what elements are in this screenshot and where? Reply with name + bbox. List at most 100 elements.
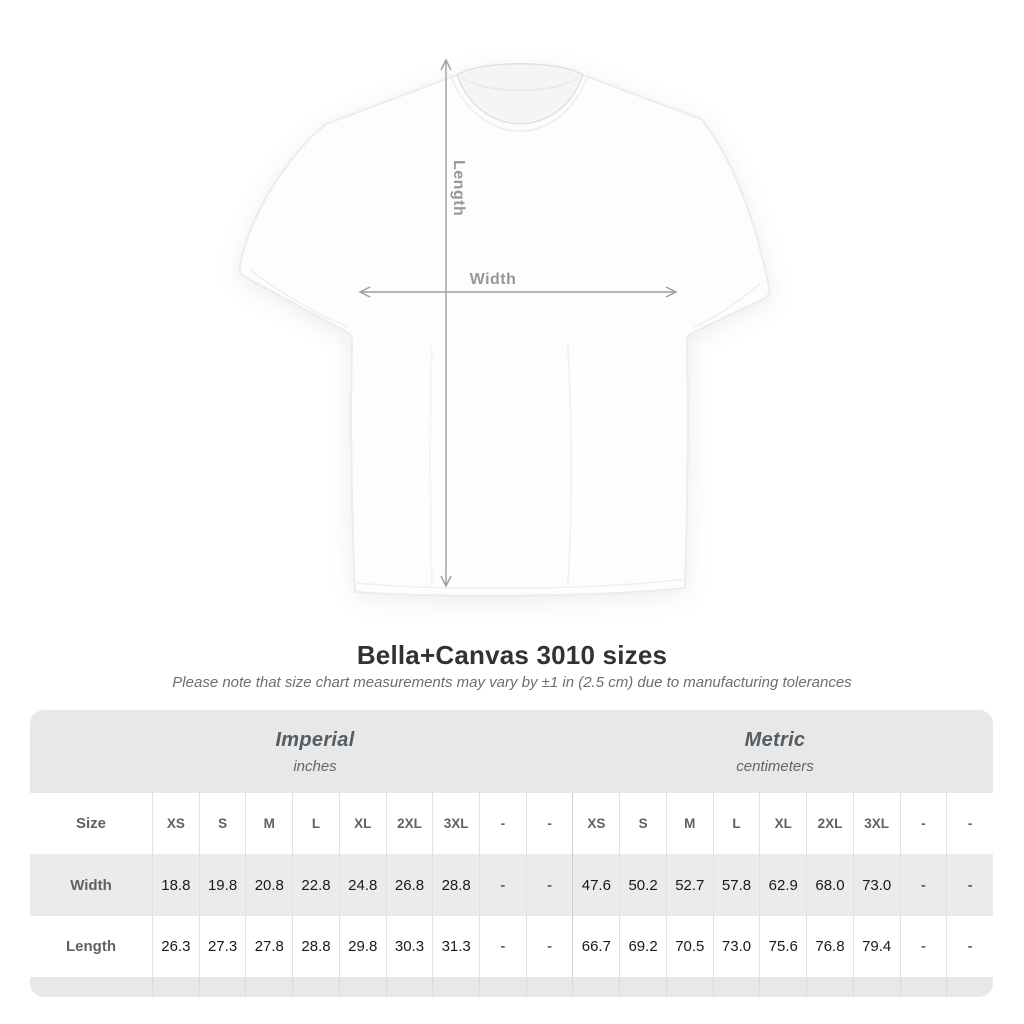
footer-cell	[572, 977, 619, 997]
footer-cell	[198, 977, 246, 997]
metric-unit-header: Metric centimeters	[736, 729, 814, 775]
length-value: 75.6	[759, 916, 806, 977]
size-column-header: Size	[75, 815, 106, 832]
size-option: XS	[152, 793, 199, 854]
collar-seam	[449, 73, 589, 132]
width-arrow	[358, 286, 678, 298]
size-option: XL	[338, 793, 386, 854]
size-option: 3XL	[852, 793, 900, 854]
footer-cell	[619, 977, 666, 997]
width-value: 20.8	[245, 854, 292, 916]
size-option: M	[245, 793, 292, 854]
footer-cell	[432, 977, 479, 997]
width-value: 50.2	[619, 854, 666, 916]
width-value: 28.8	[432, 854, 479, 916]
footer-cell	[245, 977, 292, 997]
size-option: XS	[572, 793, 619, 854]
metric-label: Metric	[744, 728, 806, 751]
length-row: Length 26.3 27.3 27.8 28.8 29.8 30.3 31.…	[30, 916, 993, 977]
width-dimension-label: Width	[470, 271, 517, 288]
hem-seam	[356, 578, 684, 589]
size-option: -	[525, 793, 573, 854]
width-value: 19.8	[198, 854, 246, 916]
length-value: 26.3	[152, 916, 199, 977]
page-title: Bella+Canvas 3010 sizes	[356, 640, 668, 670]
length-value: 66.7	[572, 916, 619, 977]
width-value: -	[946, 854, 993, 916]
width-row: Width 18.8 19.8 20.8 22.8 24.8 26.8 28.8…	[30, 854, 993, 916]
footer-cell	[852, 977, 900, 997]
row-label-length: Length	[66, 938, 116, 955]
width-value: 52.7	[665, 854, 713, 916]
size-option: S	[198, 793, 246, 854]
footer-cell	[292, 977, 339, 997]
length-value: 69.2	[619, 916, 666, 977]
size-option: 2XL	[385, 793, 433, 854]
imperial-unit: inches	[293, 757, 337, 775]
width-value: -	[525, 854, 573, 916]
footer-cell	[665, 977, 713, 997]
length-value: 28.8	[292, 916, 339, 977]
length-value: 79.4	[852, 916, 900, 977]
unit-header-band: Imperial inches Metric centimeters	[30, 710, 993, 793]
footer-cell	[525, 977, 573, 997]
footer-cell	[946, 977, 993, 997]
right-sleeve-seam	[693, 283, 761, 328]
length-value: 73.0	[712, 916, 760, 977]
footer-cell	[385, 977, 433, 997]
length-value: -	[525, 916, 573, 977]
length-value: 30.3	[385, 916, 433, 977]
footer-cell	[338, 977, 386, 997]
size-chart-table: Imperial inches Metric centimeters Size …	[30, 710, 993, 997]
width-value: 73.0	[852, 854, 900, 916]
length-value: 70.5	[665, 916, 713, 977]
width-value: 62.9	[759, 854, 806, 916]
width-value: 22.8	[292, 854, 339, 916]
metric-unit: centimeters	[736, 757, 814, 775]
collar-opening	[456, 63, 584, 125]
length-value: 76.8	[806, 916, 853, 977]
length-value: 27.3	[198, 916, 246, 977]
tshirt-diagram: Width Length	[238, 58, 771, 597]
size-option: M	[665, 793, 713, 854]
row-label-width: Width	[70, 876, 112, 894]
footer-cell	[712, 977, 760, 997]
length-value: -	[479, 916, 526, 977]
width-value: 18.8	[152, 854, 199, 916]
length-value: -	[899, 916, 947, 977]
size-option: 3XL	[432, 793, 479, 854]
width-value: 26.8	[385, 854, 433, 916]
width-value: 68.0	[806, 854, 853, 916]
size-option: XL	[759, 793, 806, 854]
tolerance-note: Please note that size chart measurements…	[172, 674, 852, 691]
footer-cell	[899, 977, 947, 997]
tshirt-graphic	[238, 64, 771, 597]
length-arrow	[440, 58, 452, 588]
width-value: 47.6	[572, 854, 619, 916]
width-value: 24.8	[338, 854, 386, 916]
left-sleeve-seam	[249, 269, 349, 328]
size-option: -	[946, 793, 993, 854]
length-value: -	[946, 916, 993, 977]
collar-back-ribbing-line	[460, 76, 580, 92]
length-value: 29.8	[338, 916, 386, 977]
length-value: 31.3	[432, 916, 479, 977]
size-option: -	[479, 793, 526, 854]
footer-cell	[479, 977, 526, 997]
imperial-unit-header: Imperial inches	[275, 729, 354, 775]
size-option: S	[619, 793, 666, 854]
footer-cell	[806, 977, 853, 997]
fabric-crease	[567, 344, 572, 585]
width-value: 57.8	[712, 854, 760, 916]
length-dimension-label: Length	[450, 160, 467, 216]
width-value: -	[479, 854, 526, 916]
length-value: 27.8	[245, 916, 292, 977]
tshirt-body	[238, 64, 771, 597]
size-header-row: Size XS S M L XL 2XL 3XL - - XS S M L XL…	[30, 793, 993, 854]
size-option: L	[292, 793, 339, 854]
footer-cell	[152, 977, 199, 997]
fabric-crease	[429, 347, 433, 589]
footer-cell	[30, 977, 152, 997]
size-option: -	[899, 793, 947, 854]
